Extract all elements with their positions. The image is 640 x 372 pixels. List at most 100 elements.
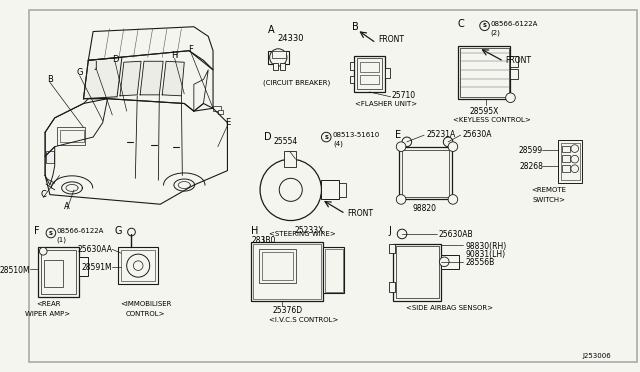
Circle shape bbox=[133, 261, 143, 270]
Bar bbox=[360, 75, 379, 84]
Circle shape bbox=[402, 137, 412, 147]
Circle shape bbox=[480, 21, 490, 31]
Bar bbox=[271, 51, 286, 58]
Text: E: E bbox=[225, 118, 230, 127]
Circle shape bbox=[506, 93, 515, 103]
Text: 25710: 25710 bbox=[392, 91, 415, 100]
Circle shape bbox=[396, 142, 406, 151]
Text: <FLASHER UNIT>: <FLASHER UNIT> bbox=[355, 100, 417, 107]
Text: 25233X: 25233X bbox=[294, 226, 324, 235]
Bar bbox=[385, 68, 390, 78]
Circle shape bbox=[571, 145, 579, 153]
Text: 08513-51610: 08513-51610 bbox=[333, 132, 380, 138]
Bar bbox=[259, 249, 296, 283]
Circle shape bbox=[448, 142, 458, 151]
Text: 283B0: 283B0 bbox=[252, 236, 276, 245]
Circle shape bbox=[440, 257, 449, 267]
Bar bbox=[325, 249, 342, 292]
Text: (CIRCUIT BREAKER): (CIRCUIT BREAKER) bbox=[263, 80, 330, 86]
Circle shape bbox=[260, 159, 321, 221]
Circle shape bbox=[444, 137, 453, 147]
Circle shape bbox=[40, 247, 47, 255]
Text: G: G bbox=[76, 68, 83, 77]
Text: D: D bbox=[264, 132, 271, 142]
Text: A: A bbox=[65, 202, 70, 211]
Bar bbox=[38, 247, 79, 297]
Circle shape bbox=[279, 178, 302, 201]
Text: <REMOTE: <REMOTE bbox=[531, 187, 566, 193]
Text: C: C bbox=[458, 19, 465, 29]
Bar bbox=[559, 140, 582, 183]
Text: 08566-6122A: 08566-6122A bbox=[57, 228, 104, 234]
Text: G: G bbox=[114, 226, 122, 236]
Text: <IMMOBILISER: <IMMOBILISER bbox=[120, 301, 172, 307]
Bar bbox=[46, 151, 54, 163]
Text: FRONT: FRONT bbox=[506, 55, 532, 64]
Text: 25554: 25554 bbox=[273, 137, 298, 146]
Text: 28595X: 28595X bbox=[469, 108, 499, 116]
Polygon shape bbox=[162, 61, 184, 96]
Text: 98830(RH): 98830(RH) bbox=[465, 242, 507, 251]
Bar bbox=[563, 146, 570, 153]
Circle shape bbox=[396, 195, 406, 204]
Bar bbox=[360, 62, 379, 72]
Text: 28599: 28599 bbox=[519, 146, 543, 155]
Text: D: D bbox=[112, 55, 118, 64]
Bar bbox=[284, 151, 296, 167]
Bar bbox=[458, 46, 511, 99]
Polygon shape bbox=[140, 61, 163, 95]
Text: 24330: 24330 bbox=[277, 34, 304, 44]
Text: S: S bbox=[49, 231, 53, 235]
Circle shape bbox=[321, 132, 331, 142]
Bar bbox=[388, 244, 396, 253]
Polygon shape bbox=[120, 61, 141, 96]
Text: C: C bbox=[40, 190, 46, 199]
Bar bbox=[350, 62, 354, 70]
Circle shape bbox=[46, 228, 56, 238]
Circle shape bbox=[448, 195, 458, 204]
Bar bbox=[396, 246, 438, 298]
Text: FRONT: FRONT bbox=[378, 35, 404, 44]
Text: B: B bbox=[47, 75, 53, 84]
Text: J: J bbox=[95, 61, 97, 70]
Text: <STEERING WIRE>: <STEERING WIRE> bbox=[269, 231, 335, 237]
Circle shape bbox=[269, 49, 287, 66]
Text: <SIDE AIRBAG SENSOR>: <SIDE AIRBAG SENSOR> bbox=[406, 305, 493, 311]
Bar bbox=[273, 63, 278, 70]
Text: <KEYLESS CONTROL>: <KEYLESS CONTROL> bbox=[453, 117, 531, 123]
Text: J: J bbox=[388, 226, 392, 236]
Bar bbox=[511, 55, 518, 67]
Circle shape bbox=[127, 254, 150, 277]
Text: WIPER AMP>: WIPER AMP> bbox=[26, 311, 70, 317]
Text: (1): (1) bbox=[57, 237, 67, 243]
Bar bbox=[121, 250, 156, 281]
Text: E: E bbox=[396, 130, 401, 140]
Bar bbox=[399, 147, 452, 199]
Bar bbox=[323, 247, 344, 294]
Text: H: H bbox=[252, 226, 259, 236]
Circle shape bbox=[571, 155, 579, 163]
Bar bbox=[268, 51, 289, 64]
Text: FRONT: FRONT bbox=[348, 209, 373, 218]
Bar bbox=[321, 180, 339, 199]
Text: <REAR: <REAR bbox=[36, 301, 60, 307]
Bar bbox=[350, 76, 354, 83]
Bar bbox=[354, 55, 385, 92]
Text: J253006: J253006 bbox=[582, 353, 611, 359]
Bar bbox=[262, 252, 292, 280]
Text: B: B bbox=[352, 22, 359, 32]
Bar bbox=[79, 257, 88, 276]
Bar bbox=[339, 183, 346, 196]
Text: 28268: 28268 bbox=[519, 162, 543, 171]
Bar bbox=[118, 247, 158, 284]
Bar bbox=[511, 69, 518, 78]
Bar bbox=[563, 165, 570, 171]
Bar bbox=[44, 260, 63, 287]
Text: 25630A: 25630A bbox=[463, 130, 492, 140]
Bar bbox=[357, 58, 382, 89]
Text: CONTROL>: CONTROL> bbox=[125, 311, 165, 317]
Bar bbox=[60, 130, 83, 142]
Bar bbox=[213, 106, 221, 111]
Circle shape bbox=[397, 229, 407, 239]
Text: 08566-6122A: 08566-6122A bbox=[490, 21, 538, 27]
